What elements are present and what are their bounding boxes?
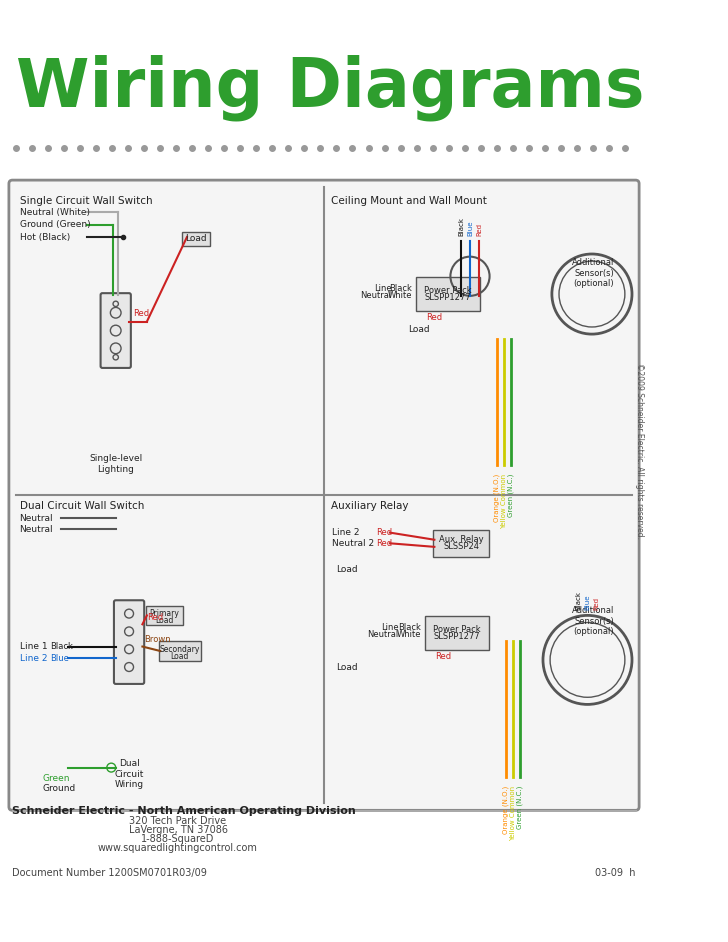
- Text: Black: Black: [50, 642, 73, 651]
- Text: Load: Load: [185, 235, 207, 243]
- Text: Green (N.C.): Green (N.C.): [507, 474, 514, 517]
- Text: Neutral: Neutral: [368, 630, 399, 640]
- Text: Neutral: Neutral: [20, 525, 53, 533]
- Text: www.squaredlightingcontrol.com: www.squaredlightingcontrol.com: [98, 843, 258, 853]
- Text: 1-888-SquareD: 1-888-SquareD: [141, 835, 215, 844]
- Text: Primary: Primary: [150, 609, 180, 618]
- Text: Document Number 1200SM0701R03/09: Document Number 1200SM0701R03/09: [12, 868, 207, 878]
- Text: Neutral: Neutral: [360, 291, 392, 300]
- Text: Green (N.C.): Green (N.C.): [517, 786, 523, 829]
- Text: Black: Black: [576, 591, 582, 610]
- Text: Dual
Circuit
Wiring: Dual Circuit Wiring: [114, 759, 143, 789]
- Text: Auxiliary Relay: Auxiliary Relay: [331, 500, 408, 511]
- Text: Single-level
Lighting: Single-level Lighting: [89, 454, 143, 474]
- Text: Red: Red: [147, 613, 163, 622]
- FancyBboxPatch shape: [114, 600, 144, 684]
- Text: Blue: Blue: [467, 220, 473, 236]
- Text: Load: Load: [156, 616, 174, 625]
- Text: Red: Red: [435, 652, 451, 661]
- Text: Neutral: Neutral: [20, 514, 53, 523]
- Text: White: White: [397, 630, 421, 640]
- Text: Red: Red: [476, 223, 482, 236]
- Text: Load: Load: [408, 325, 430, 334]
- Text: 320 Tech Park Drive: 320 Tech Park Drive: [130, 817, 226, 826]
- Text: Power Pack: Power Pack: [424, 286, 472, 295]
- Text: Single Circuit Wall Switch: Single Circuit Wall Switch: [20, 196, 152, 206]
- Text: Schneider Electric - North American Operating Division: Schneider Electric - North American Oper…: [12, 805, 356, 816]
- Text: Line: Line: [381, 624, 399, 632]
- Text: Red: Red: [427, 313, 443, 322]
- Text: Ground (Green): Ground (Green): [20, 220, 90, 229]
- FancyBboxPatch shape: [9, 180, 639, 810]
- Text: Neutral (White): Neutral (White): [20, 207, 90, 217]
- Text: Wiring Diagrams: Wiring Diagrams: [16, 55, 644, 122]
- Text: Black: Black: [458, 218, 464, 236]
- Text: Orange (N.O.): Orange (N.O.): [494, 474, 500, 522]
- Text: Line: Line: [374, 284, 392, 293]
- FancyBboxPatch shape: [433, 530, 488, 557]
- Text: Brown: Brown: [144, 635, 171, 644]
- FancyBboxPatch shape: [416, 277, 480, 311]
- Text: Red: Red: [593, 597, 599, 610]
- FancyBboxPatch shape: [181, 232, 210, 246]
- Text: LaVergne, TN 37086: LaVergne, TN 37086: [129, 825, 228, 836]
- Text: Ground: Ground: [43, 785, 76, 793]
- Text: Load: Load: [170, 652, 189, 661]
- Text: Yellow Common: Yellow Common: [501, 474, 507, 529]
- Text: Line 2: Line 2: [332, 528, 360, 537]
- Text: SLSPP1277: SLSPP1277: [424, 293, 471, 302]
- Text: Additional
Sensor(s)
(optional): Additional Sensor(s) (optional): [571, 258, 614, 288]
- Text: ©2009 Schneider Electric. All rights reserved.: ©2009 Schneider Electric. All rights res…: [636, 363, 644, 539]
- Text: Red: Red: [133, 309, 150, 318]
- Text: SLSSP24: SLSSP24: [443, 543, 479, 551]
- FancyBboxPatch shape: [424, 616, 488, 650]
- Text: Blue: Blue: [50, 654, 68, 662]
- Text: Black: Black: [398, 624, 421, 632]
- Text: Load: Load: [336, 565, 358, 575]
- Text: Line 2: Line 2: [20, 654, 47, 662]
- Text: Yellow Common: Yellow Common: [510, 786, 515, 840]
- FancyBboxPatch shape: [100, 293, 131, 368]
- Text: SLSPP1277: SLSPP1277: [433, 632, 480, 642]
- Text: Orange (N.O.): Orange (N.O.): [502, 786, 509, 834]
- FancyBboxPatch shape: [159, 642, 201, 660]
- Text: 03-09  h: 03-09 h: [595, 868, 636, 878]
- Text: Line 1: Line 1: [20, 642, 47, 651]
- Text: Aux. Relay: Aux. Relay: [439, 535, 483, 544]
- FancyBboxPatch shape: [146, 606, 183, 625]
- Text: Power Pack: Power Pack: [433, 625, 480, 634]
- Text: Hot (Black): Hot (Black): [20, 233, 70, 241]
- Text: White: White: [387, 291, 412, 300]
- Text: Dual Circuit Wall Switch: Dual Circuit Wall Switch: [20, 500, 144, 511]
- Text: Load: Load: [336, 662, 358, 672]
- Text: Green: Green: [43, 773, 70, 783]
- Text: Red: Red: [376, 528, 392, 537]
- Text: Secondary: Secondary: [159, 644, 200, 654]
- Text: Red: Red: [376, 539, 392, 548]
- Text: Blue: Blue: [585, 594, 590, 610]
- Text: Neutral 2: Neutral 2: [332, 539, 374, 548]
- Text: Additional
Sensor(s)
(optional): Additional Sensor(s) (optional): [571, 607, 614, 636]
- Text: Ceiling Mount and Wall Mount: Ceiling Mount and Wall Mount: [331, 196, 487, 206]
- Text: Black: Black: [389, 284, 412, 293]
